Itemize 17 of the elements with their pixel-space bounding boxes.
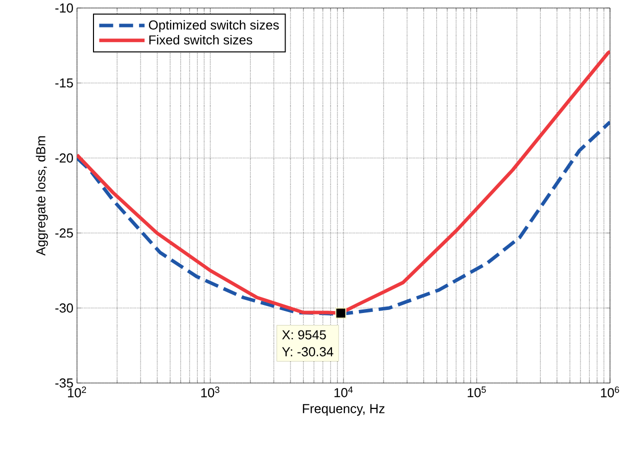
y-axis-title: Aggregate loss, dBm	[36, 136, 48, 256]
x-tick-label: 10$^{3}$	[201, 386, 220, 398]
y-tick-label: -25	[55, 228, 73, 238]
legend-label: Fixed switch sizes	[149, 34, 252, 44]
y-tick-label: -20	[55, 153, 73, 163]
annotation: Y: -30.34	[282, 347, 334, 356]
x-tick-label: 10$^{4}$	[334, 386, 353, 398]
x-axis-title: Frequency, Hz	[302, 404, 384, 416]
x-tick-label: 10$^{6}$	[601, 386, 620, 398]
x-tick-label: 10$^{5}$	[468, 386, 486, 398]
y-tick-label: -10	[55, 3, 73, 13]
y-tick-label: -35	[55, 378, 73, 388]
y-tick-label: -15	[55, 78, 73, 88]
x-tick-label: 10$^{2}$	[68, 386, 86, 398]
y-tick-label: -30	[55, 303, 73, 313]
legend-label: Optimized switch sizes	[148, 20, 279, 32]
annotation: X: 9545	[282, 330, 326, 340]
